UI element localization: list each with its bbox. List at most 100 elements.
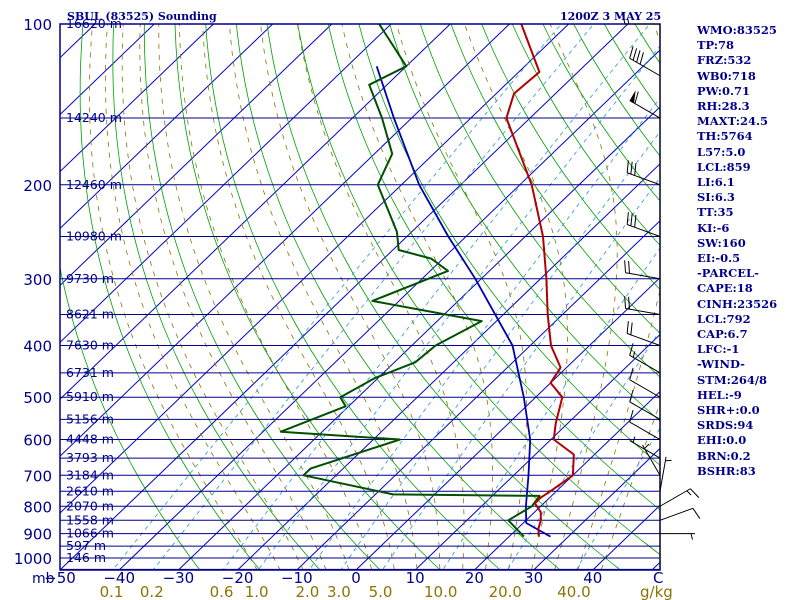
- sounding-index-item: TT:35: [697, 205, 734, 220]
- sounding-index-item: CINH:23526: [697, 296, 778, 311]
- temperature-tick-label: 10: [406, 569, 425, 587]
- sounding-index-item: RH:28.3: [697, 99, 750, 114]
- height-label: 146 m: [66, 550, 106, 565]
- wind-barb: [621, 11, 660, 25]
- dry-adiabat-line: [358, 24, 660, 466]
- pressure-tick-label: 500: [23, 389, 52, 407]
- valid-time: 1200Z 3 MAY 25: [560, 10, 661, 23]
- wind-barb: [629, 90, 661, 119]
- pressure-tick-label: 100: [23, 16, 52, 34]
- mixing-ratio-line: [381, 176, 660, 570]
- sounding-index-item: PW:0.71: [697, 83, 751, 98]
- dry-adiabat-line: [266, 24, 622, 570]
- height-label: 16620 m: [66, 16, 122, 31]
- dry-adiabat-line: [481, 24, 660, 290]
- pressure-tick-label: 1000: [14, 550, 52, 568]
- height-label: 1558 m: [66, 512, 114, 527]
- sounding-index-item: SRDS:94: [697, 418, 754, 433]
- wind-barb: [629, 410, 661, 440]
- temperature-tick-label: −20: [222, 569, 254, 587]
- pressure-tick-label: 200: [23, 177, 52, 195]
- height-label: 6731 m: [66, 365, 114, 380]
- wind-barb: [660, 533, 695, 540]
- x-unit-label: C: [653, 569, 663, 587]
- isotherm-line: [60, 24, 451, 400]
- wind-barb: [629, 46, 661, 77]
- height-label: 2070 m: [66, 498, 114, 513]
- height-label: 5910 m: [66, 389, 114, 404]
- height-label: 3793 m: [66, 450, 114, 465]
- mixing-ratio-label: 0.6: [210, 583, 234, 600]
- temperature-tick-label: −10: [281, 569, 313, 587]
- isotherm-line: [60, 24, 333, 287]
- sounding-index-item: SW:160: [697, 235, 746, 250]
- temperature-tick-label: 0: [351, 569, 361, 587]
- mixing-ratio-line: [575, 427, 660, 570]
- mixing-ratio-line: [152, 24, 595, 570]
- isotherm-line: [60, 24, 629, 570]
- dry-adiabat-line: [235, 24, 561, 570]
- dry-adiabat-line: [573, 24, 660, 157]
- sounding-index-item: EHI:0.0: [697, 433, 747, 448]
- wind-barb: [624, 296, 661, 316]
- wind-barb: [629, 343, 661, 374]
- mixing-ratio-line: [222, 24, 651, 570]
- moist-adiabat-line: [260, 24, 441, 570]
- sounding-index-item: HEL:-9: [697, 387, 742, 402]
- mixing-ratio-line: [442, 247, 660, 570]
- mixing-ratio-label: 1.0: [245, 583, 269, 600]
- temperature-tick-label: −30: [163, 569, 195, 587]
- sounding-index-item: CAPE:18: [697, 281, 753, 296]
- moist-adiabat-line: [158, 24, 350, 570]
- dewpoint-profile-line: [279, 24, 541, 538]
- dry-adiabat-line: [79, 24, 261, 570]
- height-label: 4448 m: [66, 432, 114, 447]
- temperature-tick-label: 40: [583, 569, 602, 587]
- wind-barb: [659, 488, 700, 507]
- height-label: 1066 m: [66, 526, 114, 541]
- dry-adiabat-line: [327, 24, 660, 511]
- temperature-tick-label: 30: [524, 569, 543, 587]
- pressure-tick-label: 600: [23, 432, 52, 450]
- height-label: 7630 m: [66, 338, 114, 353]
- isotherm-line: [414, 333, 660, 570]
- wind-barb: [626, 212, 661, 237]
- height-label: 10980 m: [66, 228, 122, 243]
- sounding-index-item: WB0:718: [697, 68, 756, 83]
- height-label: 9730 m: [66, 271, 114, 286]
- station-title: SBUL (83525) Sounding: [67, 10, 217, 23]
- dry-adiabat-line: [205, 24, 501, 570]
- temperature-profile-line: [505, 24, 575, 537]
- isotherm-line: [60, 24, 214, 173]
- moist-adiabat-line: [178, 24, 373, 570]
- height-label: 8621 m: [66, 307, 114, 322]
- sounding-index-item: FRZ:532: [697, 53, 752, 68]
- sounding-index-item: LCL:792: [697, 311, 751, 326]
- pressure-tick-label: 900: [23, 526, 52, 544]
- mixing-ratio-label: 3.0: [327, 583, 351, 600]
- mixing-ratio-label: 40.0: [557, 583, 590, 600]
- isotherm-line: [0, 24, 36, 570]
- wind-barb: [626, 321, 661, 346]
- pressure-tick-label: 400: [23, 338, 52, 356]
- height-label: 3184 m: [66, 467, 114, 482]
- wind-barb: [659, 507, 701, 521]
- mixing-ratio-label: 2.0: [296, 583, 320, 600]
- isotherm-line: [237, 163, 660, 570]
- sounding-index-item: TH:5764: [697, 129, 753, 144]
- temperature-tick-label: −40: [103, 569, 135, 587]
- sounding-index-item: LCL:859: [697, 159, 751, 174]
- sounding-index-item: WMO:83525: [697, 23, 777, 37]
- isotherm-line: [533, 447, 660, 570]
- temperature-tick-label: 20: [465, 569, 484, 587]
- mixing-ratio-label: 0.2: [140, 583, 164, 600]
- moist-adiabat-line: [202, 24, 395, 570]
- sounding-index-item: -PARCEL-: [697, 266, 759, 281]
- height-label: 2610 m: [66, 483, 114, 498]
- pressure-axis-label: mb: [32, 571, 55, 587]
- mixing-ratio-line: [506, 329, 660, 570]
- wind-barb: [629, 367, 661, 398]
- pressure-tick-label: 800: [23, 498, 52, 516]
- mixing-ratio-line: [340, 130, 660, 570]
- sounding-index-item: SHR+:0.0: [697, 403, 760, 418]
